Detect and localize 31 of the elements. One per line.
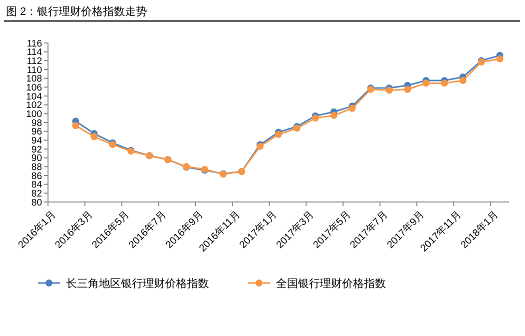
y-tick-label: 110 — [26, 64, 42, 76]
y-tick-label: 102 — [26, 100, 42, 112]
y-tick-label: 88 — [31, 162, 42, 173]
point — [330, 112, 338, 119]
y-tick-label: 82 — [31, 188, 42, 200]
y-tick-label: 116 — [26, 38, 42, 50]
y-tick-label: 98 — [31, 118, 42, 129]
y-tick-label: 96 — [31, 126, 42, 138]
y-tick-label: 90 — [31, 153, 42, 164]
point — [459, 77, 466, 84]
point — [440, 80, 448, 87]
y-tick-label: 104 — [26, 91, 42, 102]
y-tick-label: 108 — [26, 74, 42, 85]
y-tick-label: 92 — [31, 144, 42, 156]
legend-label: 长三角地区银行理财价格指数 — [66, 276, 209, 290]
y-tick-label: 86 — [31, 170, 42, 182]
point — [404, 86, 412, 93]
y-tick-label: 112 — [26, 56, 42, 67]
point — [496, 55, 504, 62]
y-tick-label: 100 — [26, 108, 42, 120]
point — [72, 122, 80, 130]
point — [422, 80, 430, 87]
chart-title: 图 2：银行理财价格指数走势 — [6, 5, 148, 18]
point — [90, 133, 98, 140]
y-tick-label: 114 — [26, 47, 42, 58]
y-tick-label: 94 — [31, 135, 42, 146]
y-tick-label: 106 — [26, 82, 42, 94]
y-tick-label: 80 — [31, 197, 42, 208]
point — [312, 114, 319, 122]
y-tick-label: 84 — [31, 180, 42, 191]
legend-label: 全国银行理财价格指数 — [276, 276, 386, 290]
